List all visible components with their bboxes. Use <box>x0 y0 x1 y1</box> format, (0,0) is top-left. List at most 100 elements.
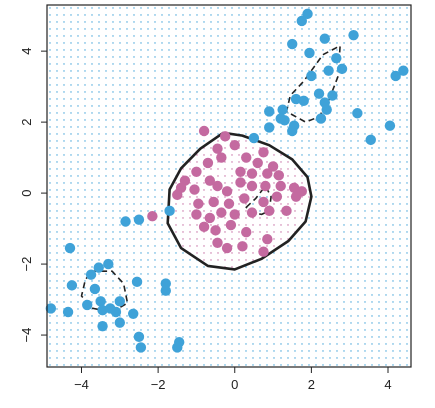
grid-dot <box>385 14 387 16</box>
grid-dot <box>378 315 380 317</box>
grid-dot <box>210 210 212 212</box>
grid-dot <box>315 287 317 289</box>
grid-dot <box>98 105 100 107</box>
grid-dot <box>56 126 58 128</box>
grid-dot <box>245 42 247 44</box>
grid-dot <box>315 63 317 65</box>
grid-dot <box>168 168 170 170</box>
grid-dot <box>371 259 373 261</box>
grid-dot <box>385 112 387 114</box>
grid-dot <box>182 294 184 296</box>
grid-dot <box>315 350 317 352</box>
grid-dot <box>294 280 296 282</box>
grid-dot <box>133 14 135 16</box>
grid-dot <box>210 329 212 331</box>
grid-dot <box>175 77 177 79</box>
grid-dot <box>189 112 191 114</box>
grid-dot <box>238 35 240 37</box>
grid-dot <box>343 119 345 121</box>
grid-dot <box>336 287 338 289</box>
grid-dot <box>49 217 51 219</box>
grid-dot <box>364 252 366 254</box>
grid-dot <box>301 259 303 261</box>
grid-dot <box>301 343 303 345</box>
grid-dot <box>105 126 107 128</box>
grid-dot <box>259 245 261 247</box>
point-class-b <box>216 152 227 163</box>
grid-dot <box>378 42 380 44</box>
grid-dot <box>392 350 394 352</box>
grid-dot <box>308 273 310 275</box>
grid-dot <box>126 322 128 324</box>
grid-dot <box>322 280 324 282</box>
grid-dot <box>266 245 268 247</box>
grid-dot <box>280 266 282 268</box>
grid-dot <box>266 329 268 331</box>
grid-dot <box>364 42 366 44</box>
grid-dot <box>189 308 191 310</box>
grid-dot <box>329 294 331 296</box>
grid-dot <box>56 147 58 149</box>
grid-dot <box>357 224 359 226</box>
grid-dot <box>224 322 226 324</box>
grid-dot <box>357 154 359 156</box>
grid-dot <box>105 357 107 359</box>
grid-dot <box>301 91 303 93</box>
grid-dot <box>231 77 233 79</box>
point-class-b <box>193 198 204 209</box>
grid-dot <box>392 217 394 219</box>
grid-dot <box>322 28 324 30</box>
grid-dot <box>140 259 142 261</box>
grid-dot <box>133 294 135 296</box>
grid-dot <box>161 28 163 30</box>
grid-dot <box>371 91 373 93</box>
grid-dot <box>203 49 205 51</box>
grid-dot <box>343 301 345 303</box>
grid-dot <box>315 280 317 282</box>
grid-dot <box>126 147 128 149</box>
grid-dot <box>315 175 317 177</box>
grid-dot <box>175 63 177 65</box>
grid-dot <box>399 280 401 282</box>
grid-dot <box>357 294 359 296</box>
point-class-b <box>271 191 283 202</box>
grid-dot <box>266 322 268 324</box>
grid-dot <box>392 294 394 296</box>
grid-dot <box>287 280 289 282</box>
grid-dot <box>49 203 51 205</box>
grid-dot <box>217 357 219 359</box>
grid-dot <box>224 98 226 100</box>
grid-dot <box>168 140 170 142</box>
grid-dot <box>280 56 282 58</box>
grid-dot <box>259 329 261 331</box>
grid-dot <box>189 84 191 86</box>
grid-dot <box>210 238 212 240</box>
grid-dot <box>406 119 408 121</box>
grid-dot <box>84 161 86 163</box>
grid-dot <box>91 322 93 324</box>
grid-dot <box>63 238 65 240</box>
grid-dot <box>322 266 324 268</box>
grid-dot <box>147 56 149 58</box>
grid-dot <box>231 273 233 275</box>
grid-dot <box>147 238 149 240</box>
grid-dot <box>70 266 72 268</box>
grid-dot <box>245 343 247 345</box>
grid-dot <box>364 49 366 51</box>
grid-dot <box>315 49 317 51</box>
grid-dot <box>259 112 261 114</box>
grid-dot <box>182 203 184 205</box>
grid-dot <box>63 259 65 261</box>
grid-dot <box>217 28 219 30</box>
grid-dot <box>385 133 387 135</box>
grid-dot <box>63 217 65 219</box>
grid-dot <box>329 224 331 226</box>
grid-dot <box>63 140 65 142</box>
grid-dot <box>301 84 303 86</box>
grid-dot <box>91 112 93 114</box>
grid-dot <box>203 343 205 345</box>
grid-dot <box>371 280 373 282</box>
grid-dot <box>371 224 373 226</box>
grid-dot <box>168 21 170 23</box>
